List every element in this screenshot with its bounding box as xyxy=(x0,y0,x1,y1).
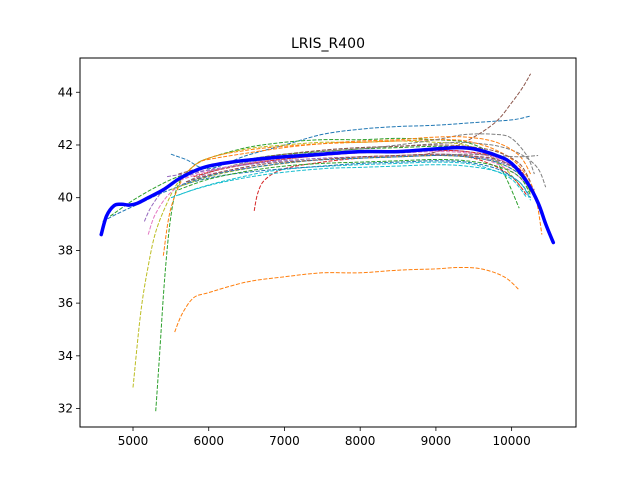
series-line-22 xyxy=(201,136,532,175)
plot-frame xyxy=(79,57,577,428)
y-tick-label: 44 xyxy=(58,85,73,99)
series-line-9 xyxy=(185,141,547,188)
series-line-15 xyxy=(193,149,532,188)
x-tick-label: 6000 xyxy=(193,434,224,448)
x-tick-label: 10000 xyxy=(493,434,531,448)
x-tick-label: 8000 xyxy=(345,434,376,448)
y-tick-label: 36 xyxy=(58,296,73,310)
series-line-12 xyxy=(162,139,543,256)
x-tick-label: 9000 xyxy=(421,434,452,448)
series-line-10 xyxy=(178,161,528,199)
series-line-16 xyxy=(167,153,535,198)
main-series-layer xyxy=(99,145,556,245)
y-tick-label: 42 xyxy=(58,138,73,152)
chart-title: LRIS_R400 xyxy=(291,36,365,52)
series-line-2 xyxy=(174,266,520,333)
main-series-line xyxy=(99,145,556,245)
series-line-14 xyxy=(178,144,532,183)
series-line-4 xyxy=(155,137,520,412)
y-tick-label: 32 xyxy=(58,402,73,416)
x-axis: 5000 6000 7000 8000 9000 10000 xyxy=(118,427,531,448)
series-line-11 xyxy=(102,160,532,222)
series-line-1 xyxy=(170,115,531,170)
series-line-23 xyxy=(178,158,532,196)
x-tick-label: 7000 xyxy=(269,434,300,448)
y-tick-label: 38 xyxy=(58,243,73,257)
series-line-19 xyxy=(170,164,532,201)
x-tick-label: 5000 xyxy=(118,434,149,448)
series-line-25 xyxy=(435,153,539,158)
series-layer xyxy=(102,73,547,412)
series-line-24 xyxy=(185,153,532,188)
series-line-21 xyxy=(182,154,532,191)
series-line-5 xyxy=(132,140,524,388)
y-tick-label: 40 xyxy=(58,191,73,205)
y-axis: 32 34 36 38 40 42 44 xyxy=(58,85,80,416)
y-tick-label: 34 xyxy=(58,349,73,363)
